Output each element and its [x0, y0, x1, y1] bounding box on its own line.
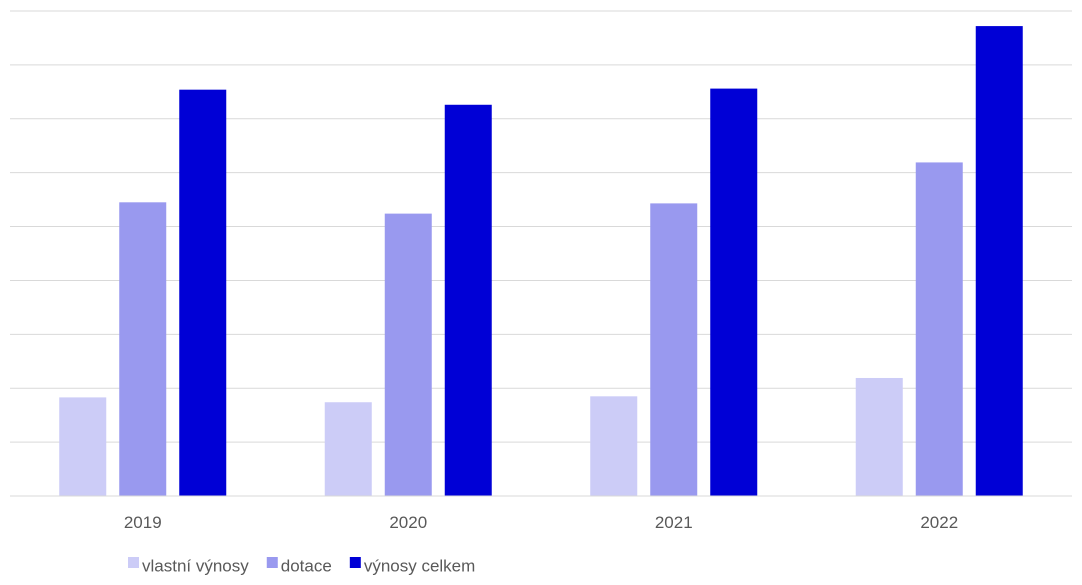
legend-swatch: [128, 557, 139, 568]
bar: [915, 162, 963, 496]
legend-label: vlastní výnosy: [142, 556, 249, 575]
x-tick-label: 2021: [655, 513, 693, 532]
legend-swatch: [266, 557, 278, 568]
bar: [975, 26, 1023, 496]
x-tick-labels: 2019 2020 2021 2022: [124, 513, 958, 532]
bar: [119, 202, 167, 497]
bar: [59, 397, 107, 496]
legend-label: dotace: [281, 556, 332, 575]
x-tick-label: 2020: [389, 513, 427, 532]
bar: [324, 402, 372, 496]
bar: [590, 396, 638, 496]
bar: [179, 89, 227, 496]
legend: vlastní výnosy dotace výnosy celkem: [128, 556, 475, 575]
bar: [444, 104, 492, 497]
bar: [650, 203, 698, 496]
x-tick-label: 2019: [124, 513, 162, 532]
legend-swatch: [349, 557, 361, 568]
legend-label: výnosy celkem: [364, 556, 475, 575]
x-tick-label: 2022: [920, 513, 958, 532]
bar: [855, 377, 903, 496]
bars: [59, 26, 1023, 497]
bar: [710, 88, 758, 496]
gridlines: [10, 10, 1072, 443]
bar: [384, 213, 432, 496]
